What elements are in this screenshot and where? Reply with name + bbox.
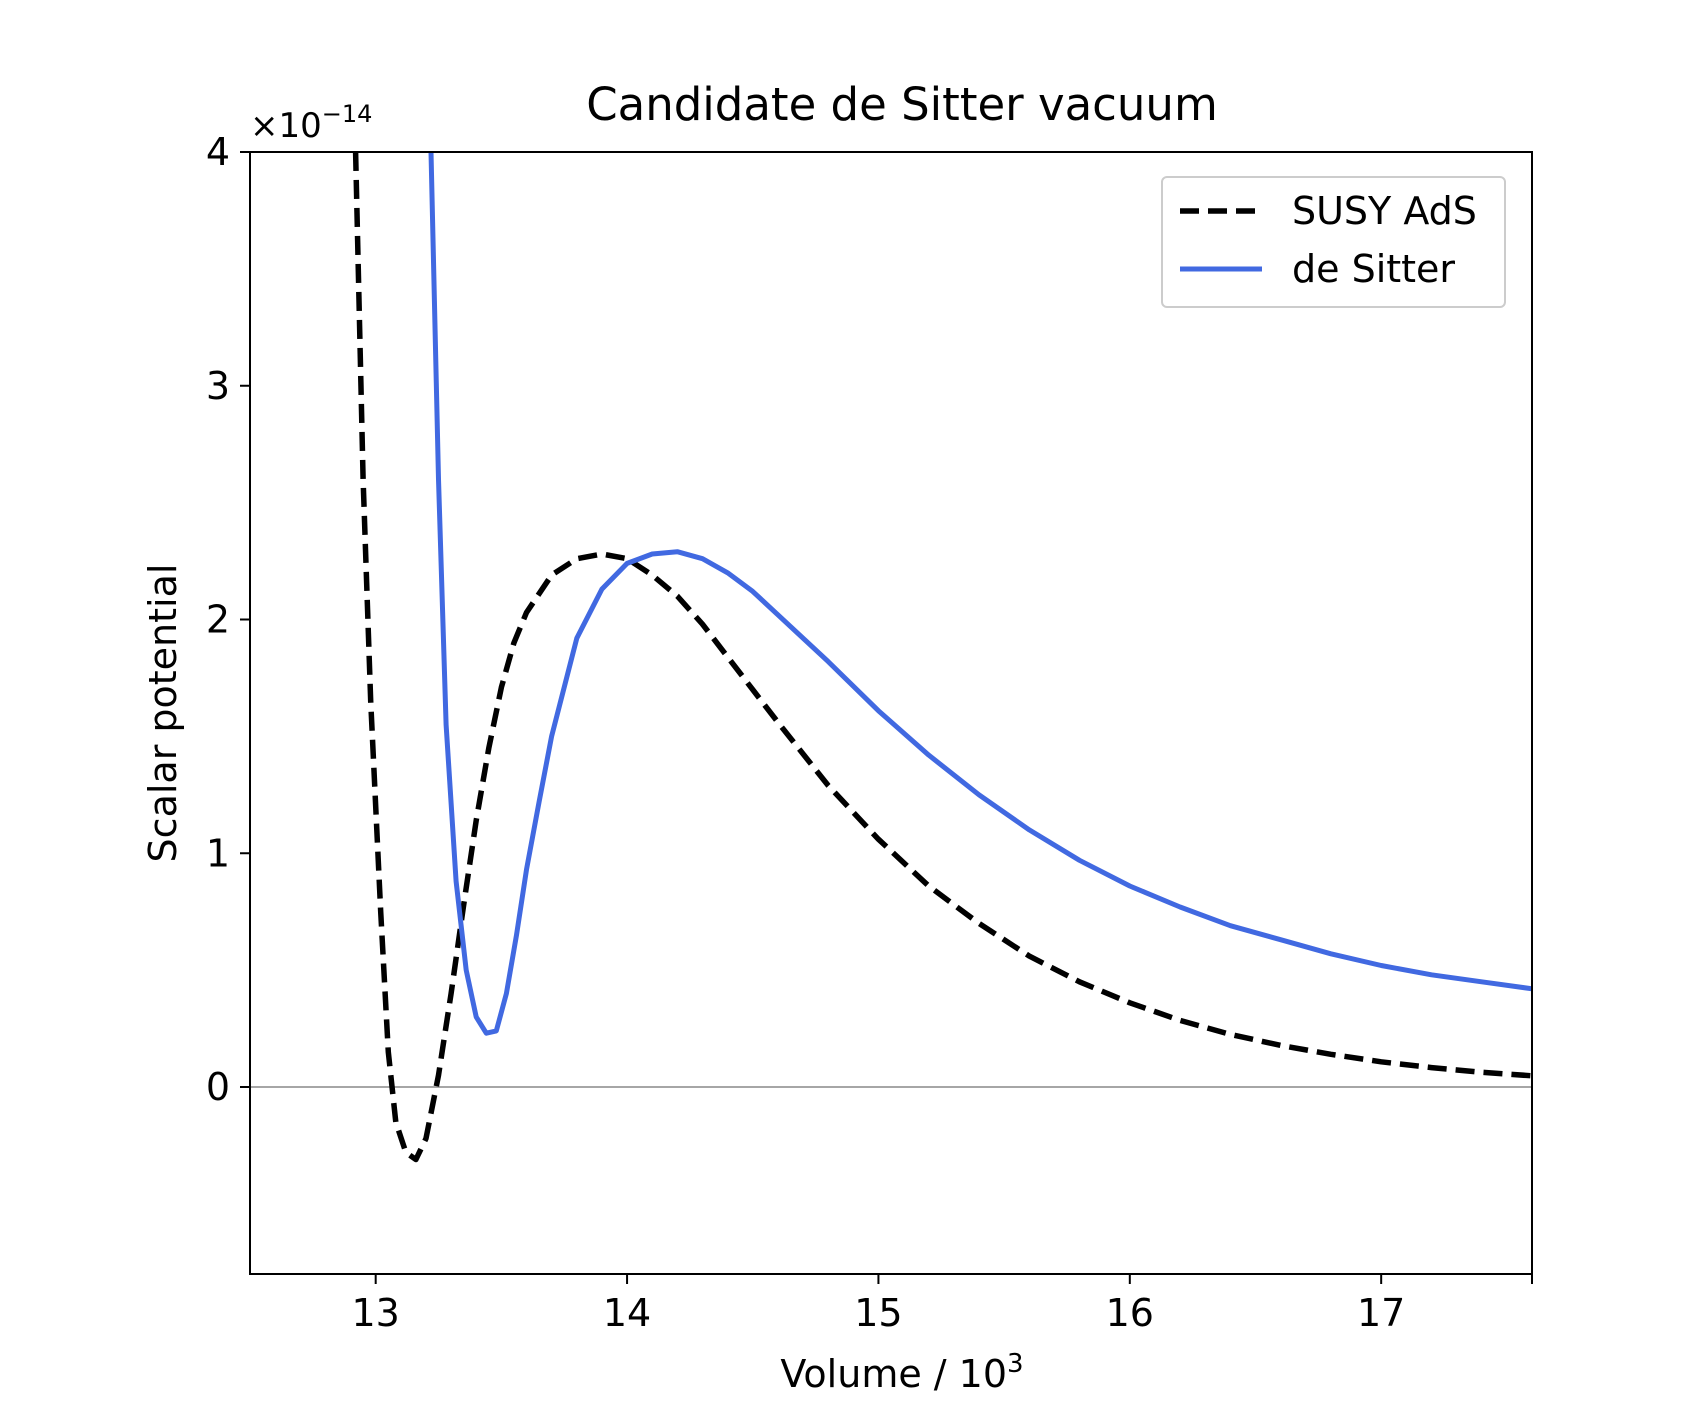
y-tick-label: 1 — [206, 831, 230, 875]
series-line-de-sitter — [428, 152, 1532, 1036]
x-axis-label-text: Volume / 10 — [780, 1352, 1007, 1396]
chart-title: Candidate de Sitter vacuum — [586, 78, 1218, 131]
x-axis-label: Volume / 103 — [780, 1349, 1023, 1396]
y-scale-exponent: −14 — [322, 100, 373, 128]
x-tick-label: 13 — [352, 1291, 400, 1335]
y-scale-label: ×10−14 — [250, 100, 372, 146]
y-scale-prefix: ×10 — [250, 106, 322, 146]
plot-series-group — [352, 152, 1532, 1163]
x-tick-label: 14 — [603, 1291, 651, 1335]
plot-frame — [249, 151, 1533, 1275]
x-axis-ticks: 13 14 15 16 17 — [352, 1274, 1533, 1335]
y-axis-label: Scalar potential — [141, 564, 185, 863]
x-axis-label-superscript: 3 — [1007, 1349, 1024, 1379]
x-tick-label: 15 — [854, 1291, 902, 1335]
y-tick-label: 0 — [206, 1065, 230, 1109]
legend-label-susy-ads: SUSY AdS — [1292, 189, 1477, 233]
legend-label-de-sitter: de Sitter — [1292, 247, 1455, 291]
y-tick-label: 4 — [206, 130, 230, 174]
y-axis-ticks: 0 1 2 3 4 — [206, 130, 250, 1109]
y-tick-label: 3 — [206, 364, 230, 408]
x-tick-label: 16 — [1106, 1291, 1154, 1335]
y-tick-label: 2 — [206, 598, 230, 642]
legend: SUSY AdS de Sitter — [1161, 176, 1506, 308]
series-line-susy-ads — [352, 152, 1532, 1163]
x-tick-label: 17 — [1357, 1291, 1405, 1335]
